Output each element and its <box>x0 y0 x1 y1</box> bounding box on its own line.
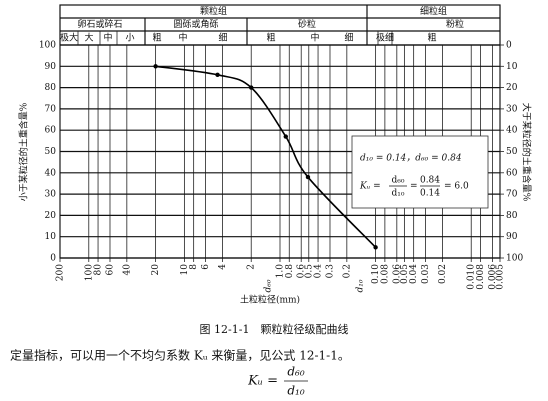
formula-lhs: Kᵤ = <box>247 374 278 389</box>
ku-lhs: Kᵤ = <box>359 182 381 192</box>
y2-tick-label: 60 <box>506 168 518 178</box>
y-tick-label: 30 <box>45 190 57 200</box>
x-tick-label: 0.10 <box>371 264 381 284</box>
x-tick-label: 0.005 <box>496 264 506 290</box>
paragraph: 定量指标，可以用一个不均匀系数 Kᵤ 来衡量，见公式 12-1-1。 <box>10 348 350 363</box>
x-tick-label: 10 <box>180 264 190 276</box>
x-tick-label: 2 <box>247 264 257 270</box>
x-tick-label: 20 <box>151 264 161 276</box>
x-tick-label: 0.5 <box>304 264 314 279</box>
y2-tick-label: 100 <box>506 254 523 264</box>
x-tick-label: 0.02 <box>438 264 448 284</box>
note: d₁₀ = 0.14，d₆₀ = 0.84 <box>360 154 462 164</box>
note-box <box>351 135 489 209</box>
x-axis-label: 土粒粒径(mm) <box>240 294 300 306</box>
ku-den2: 0.14 <box>420 189 440 199</box>
class-label: 中 <box>178 32 187 44</box>
x-tick-label: 0.6 <box>297 264 307 279</box>
y-tick-label: 20 <box>45 211 57 221</box>
line <box>155 65 377 248</box>
point <box>153 64 158 69</box>
x-tick-label: 40 <box>122 264 132 276</box>
y2-tick-label: 40 <box>506 126 518 136</box>
caption: 图 12-1-1 颗粒粒径级配曲线 <box>200 322 349 336</box>
y-tick-label: 70 <box>45 104 57 114</box>
class-label: 中 <box>103 32 112 44</box>
y2-axis-label: 大于某粒径的土重含量% <box>521 103 533 202</box>
y-tick-label: 80 <box>45 83 57 93</box>
x-tick-label: 0.2 <box>342 264 352 278</box>
x-tick-label: 0.05 <box>400 264 410 284</box>
point <box>305 174 311 180</box>
y-tick-label: 50 <box>45 147 57 157</box>
x-tick-label: 0.04 <box>409 264 419 284</box>
point <box>283 134 288 139</box>
ku-den1: d₁₀ <box>392 189 405 199</box>
class-label: 极细 <box>376 32 394 44</box>
x-tick-label: 4 <box>218 264 228 270</box>
y-tick-label: 10 <box>45 232 57 242</box>
x-tick-label: 8 <box>189 264 199 270</box>
y-tick-label: 60 <box>45 126 57 136</box>
ku-num1: d₆₀ <box>392 176 405 186</box>
x-tick-label: 1.0 <box>276 264 286 279</box>
class-label: 粗 <box>427 32 436 44</box>
y2-tick-label: 80 <box>506 211 518 221</box>
x-tick-label: 0.08 <box>380 264 390 284</box>
y2-tick-label: 10 <box>506 62 518 72</box>
x-tick-label: 0.010 <box>467 264 477 290</box>
y2-tick-label: 0 <box>506 41 512 51</box>
y2-tick-label: 20 <box>506 83 518 93</box>
class-label: 中 <box>310 32 319 44</box>
subgroup-label: 圆砾或角砾 <box>173 18 218 30</box>
point <box>215 72 220 78</box>
ku-num2: 0.84 <box>420 176 440 186</box>
y-tick-label: 40 <box>45 168 57 178</box>
x-tick-label: 0.008 <box>476 264 486 290</box>
y2-tick-label: 50 <box>506 147 518 157</box>
y2-tick-label: 70 <box>506 190 518 200</box>
y-tick-label: 90 <box>45 62 57 72</box>
formula-num: d₆₀ <box>287 365 304 379</box>
group-label: 细粒组 <box>420 5 447 17</box>
x-tick-label: 200 <box>56 264 66 281</box>
y2-tick-label: 90 <box>506 232 518 242</box>
formula-den: d₁₀ <box>287 384 304 398</box>
x-tick-label: 6 <box>201 264 211 270</box>
class-label: 粗 <box>266 32 275 44</box>
class-label: 小 <box>125 33 134 44</box>
point <box>373 245 378 250</box>
x-tick-label: 0.06 <box>392 264 402 284</box>
x-tick-label: 0.006 <box>488 264 498 290</box>
x-tick-label: 0.8 <box>285 264 295 279</box>
class-label: 细 <box>218 32 227 44</box>
y2-tick-label: 30 <box>506 104 518 114</box>
point <box>249 85 254 90</box>
y-tick-label: 0 <box>50 254 56 264</box>
x-tick-label: 0.03 <box>421 264 431 284</box>
x-tick-label: 100 <box>84 264 94 281</box>
y-axis-label: 小于某粒径的土重含量% <box>18 102 30 201</box>
y-tick-label: 100 <box>39 41 56 51</box>
axis-mark: d₁₀ <box>356 279 366 292</box>
x-tick-label: 80 <box>94 264 104 276</box>
x-tick-label: 60 <box>105 264 115 276</box>
class-label: 极大 <box>60 32 78 44</box>
x-tick-label: 0.3 <box>325 264 335 279</box>
group-label: 颗粒组 <box>200 5 227 17</box>
x-tick-label: 0.4 <box>314 264 324 279</box>
class-label: 细 <box>344 32 353 44</box>
class-label: 大 <box>84 32 93 44</box>
axis-mark: d₆₀ <box>264 279 274 292</box>
ku-eq: = <box>410 182 418 192</box>
subgroup-label: 粉粒 <box>446 18 464 30</box>
subgroup-label: 卵石或碎石 <box>77 18 122 30</box>
ku-result: = 6.0 <box>444 182 469 192</box>
subgroup-label: 砂粒 <box>298 18 316 30</box>
class-label: 粗 <box>152 32 161 44</box>
